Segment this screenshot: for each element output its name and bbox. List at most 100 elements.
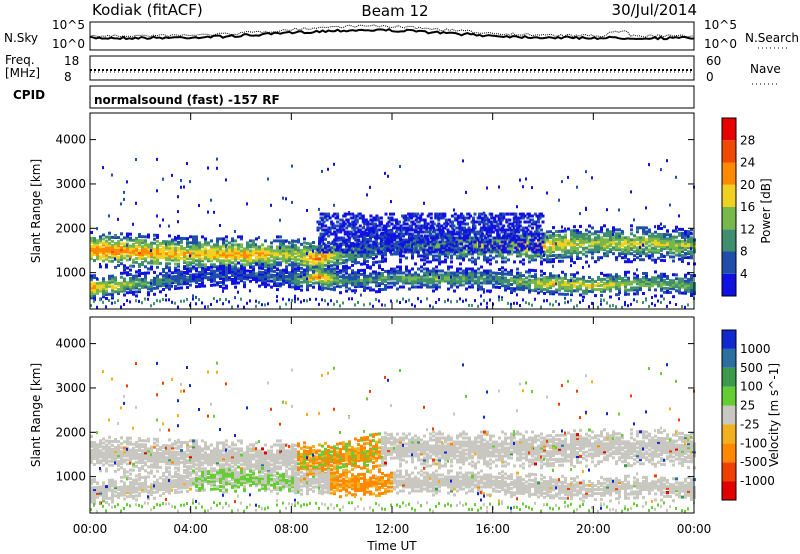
- power-cell: [396, 248, 399, 252]
- power-cell: [489, 262, 492, 266]
- power-cell: [120, 262, 123, 266]
- power-cell: [429, 269, 432, 273]
- power-cell: [432, 267, 435, 271]
- power-cell: [264, 251, 267, 255]
- power-cell: [378, 288, 381, 292]
- power-cell: [375, 248, 378, 252]
- power-cell: [321, 288, 324, 292]
- power-cell: [642, 228, 645, 232]
- power-cell: [153, 241, 156, 245]
- power-cell: [678, 247, 681, 251]
- power-cell: [498, 240, 501, 244]
- power-cell: [216, 247, 219, 251]
- power-cell: [93, 299, 95, 303]
- power-cell: [645, 238, 648, 242]
- power-cell: [327, 271, 330, 275]
- power-cell: [96, 247, 99, 251]
- power-cell: [426, 277, 429, 281]
- power-cell: [603, 242, 606, 246]
- power-cell: [288, 271, 291, 275]
- power-cell: [657, 299, 659, 303]
- power-cell: [564, 255, 567, 259]
- power-cell: [306, 261, 309, 265]
- power-cell: [486, 258, 489, 262]
- power-cell: [618, 228, 621, 232]
- power-cell: [396, 275, 399, 279]
- power-cell: [393, 238, 396, 242]
- power-cell: [555, 255, 558, 259]
- power-cell: [312, 247, 315, 250]
- power-cell: [633, 244, 636, 248]
- power-cell: [552, 260, 555, 263]
- power-cell: [349, 242, 353, 246]
- power-cell: [525, 226, 528, 230]
- power-cell: [207, 251, 210, 255]
- power-cell: [324, 268, 327, 272]
- power-cell: [603, 298, 605, 302]
- power-cell: [582, 238, 585, 242]
- power-cell: [465, 281, 468, 285]
- power-cell: [489, 248, 492, 252]
- power-cell: [501, 266, 504, 270]
- power-cell: [434, 228, 438, 232]
- power-cell: [312, 253, 315, 256]
- power-cell: [537, 287, 540, 291]
- power-cell: [399, 248, 403, 252]
- power-cell: [111, 294, 114, 298]
- power-cell: [174, 242, 177, 246]
- power-cell: [367, 228, 371, 232]
- power-cell: [390, 242, 393, 246]
- power-cell: [384, 226, 388, 230]
- power-cell: [327, 285, 330, 289]
- power-cell: [183, 247, 186, 250]
- power-cell: [516, 252, 519, 256]
- power-cell: [498, 232, 501, 236]
- power-cell: [345, 226, 349, 230]
- power-cell: [180, 280, 183, 284]
- power-cell: [678, 251, 681, 255]
- power-cell: [153, 302, 155, 306]
- power-cell: [306, 209, 308, 212]
- power-cell: [213, 283, 216, 287]
- power-cell: [564, 274, 567, 278]
- power-cell: [423, 275, 426, 279]
- power-cell: [675, 283, 678, 287]
- power-cell: [138, 239, 141, 243]
- power-cell: [312, 245, 315, 248]
- power-cell: [96, 253, 99, 257]
- power-cell: [546, 290, 549, 294]
- power-cell: [687, 238, 690, 242]
- power-cell: [210, 198, 212, 202]
- power-cell: [452, 244, 456, 248]
- power-cell: [171, 256, 174, 260]
- power-cell: [567, 283, 570, 286]
- power-cell: [165, 271, 168, 275]
- power-cell: [513, 244, 516, 248]
- power-cell: [345, 212, 349, 216]
- power-cell: [690, 242, 693, 246]
- power-cell: [258, 300, 260, 304]
- power-cell: [492, 283, 495, 287]
- power-cell: [189, 180, 191, 184]
- power-cell: [216, 166, 218, 170]
- power-cell: [285, 239, 287, 243]
- power-cell: [408, 212, 412, 216]
- power-cell: [642, 258, 645, 262]
- power-cell: [443, 234, 447, 238]
- power-cell: [297, 297, 299, 301]
- power-cell: [516, 277, 519, 281]
- power-cell: [405, 300, 407, 304]
- power-cell: [558, 280, 561, 284]
- power-cell: [660, 253, 663, 256]
- power-cell: [381, 257, 384, 261]
- power-cell: [474, 269, 477, 273]
- power-cell: [618, 275, 621, 279]
- power-cell: [132, 282, 135, 286]
- power-cell: [441, 248, 444, 252]
- power-cell: [618, 277, 621, 281]
- power-cell: [219, 237, 222, 241]
- power-cell: [120, 252, 123, 256]
- power-cell: [288, 273, 291, 277]
- power-cell: [534, 252, 537, 256]
- power-cell: [354, 289, 357, 293]
